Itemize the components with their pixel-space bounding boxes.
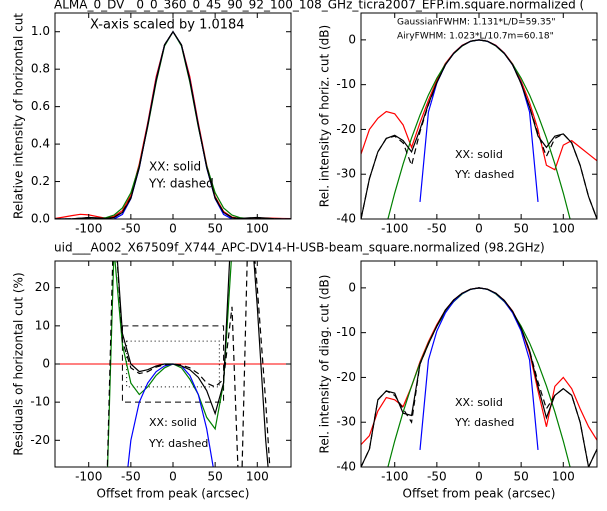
y-tick-label: 0 (42, 357, 50, 371)
series-line (55, 30, 291, 219)
x-tick-label: 50 (208, 222, 223, 236)
series-line (55, 30, 291, 219)
y-tick-label: 0.0 (31, 212, 50, 226)
annotation: GaussianFWHM: 1.131*L/D=59.35" (397, 18, 555, 28)
y-tick-label: -10 (30, 395, 50, 409)
annotation: YY: dashed (148, 177, 214, 191)
reference-box (126, 340, 220, 388)
x-tick-label: -100 (75, 470, 102, 484)
annotation: XX: solid (149, 160, 201, 174)
x-tick-label: 0 (169, 470, 177, 484)
series-line (387, 39, 571, 219)
y-tick-label: -20 (336, 122, 356, 136)
annotation: XX: solid (455, 396, 503, 409)
y-tick-label: -20 (336, 370, 356, 384)
x-tick-label: -100 (381, 222, 408, 236)
x-tick-label: 100 (552, 470, 575, 484)
y-tick-label: -10 (336, 325, 356, 339)
chart-title: uid___A002_X67509f_X744_APC-DV14-H-USB-b… (54, 241, 545, 255)
series-line (106, 261, 232, 467)
y-tick-label: 20 (35, 280, 50, 294)
series-line (361, 39, 597, 219)
series-line (116, 261, 269, 467)
x-axis-label: Offset from peak (arcsec) (403, 487, 556, 501)
y-axis-label: Rel. intensity of diag. cut (dB) (318, 275, 332, 454)
chart-title: ALMA_0_DV__0_0_360_0_45_90_92_100_108_GH… (54, 0, 584, 12)
series-line (361, 287, 597, 467)
reference-box (121, 325, 225, 403)
y-tick-label: -20 (30, 433, 50, 447)
plot-area (361, 39, 597, 219)
plot-area (55, 30, 291, 219)
x-tick-label: -50 (427, 470, 447, 484)
y-tick-label: -30 (336, 167, 356, 181)
annotation: XX: solid (149, 416, 197, 429)
x-tick-label: -50 (121, 470, 141, 484)
y-tick-label: 0.6 (31, 99, 50, 113)
annotation: X-axis scaled by 1.0184 (90, 18, 245, 33)
y-axis-label: Relative intensity of horizontal cut (12, 13, 26, 219)
x-tick-label: 0 (475, 222, 483, 236)
y-tick-label: 0.4 (31, 137, 50, 151)
x-tick-label: -50 (121, 222, 141, 236)
x-tick-label: 100 (246, 222, 269, 236)
y-tick-label: 0.8 (31, 62, 50, 76)
y-axis-label: Rel. intensity of horiz. cut (dB) (318, 25, 332, 207)
y-tick-label: 10 (35, 318, 50, 332)
x-tick-label: 100 (246, 470, 269, 484)
x-tick-label: -100 (75, 222, 102, 236)
annotation: YY: dashed (454, 168, 514, 181)
x-axis-label: Offset from peak (arcsec) (97, 487, 250, 501)
y-tick-label: 0 (348, 32, 356, 46)
series-line (55, 30, 291, 219)
series-line (361, 39, 597, 219)
y-tick-label: 0 (348, 280, 356, 294)
x-tick-label: 50 (514, 470, 529, 484)
x-tick-label: -50 (427, 222, 447, 236)
x-tick-label: 100 (552, 222, 575, 236)
series-line (387, 287, 571, 467)
annotation: AiryFWHM: 1.023*L/10.7m=60.18" (397, 32, 554, 42)
y-tick-label: 0.2 (31, 174, 50, 188)
y-tick-label: 1.0 (31, 24, 50, 38)
y-tick-label: -30 (336, 415, 356, 429)
x-tick-label: 50 (208, 470, 223, 484)
series-line (106, 261, 271, 467)
series-line (361, 287, 597, 467)
annotation: YY: dashed (148, 437, 208, 450)
annotation: XX: solid (455, 148, 503, 161)
y-axis-label: Residuals of horizontal cut (%) (12, 272, 26, 455)
x-tick-label: 0 (169, 222, 177, 236)
x-tick-label: 0 (475, 470, 483, 484)
x-tick-label: -100 (381, 470, 408, 484)
plot-area (361, 287, 597, 467)
y-tick-label: -40 (336, 460, 356, 474)
x-tick-label: 50 (514, 222, 529, 236)
annotation: YY: dashed (454, 416, 514, 429)
plot-area (55, 261, 291, 467)
series-line (55, 30, 291, 219)
y-tick-label: -10 (336, 77, 356, 91)
series-line (55, 30, 291, 219)
y-tick-label: -40 (336, 212, 356, 226)
